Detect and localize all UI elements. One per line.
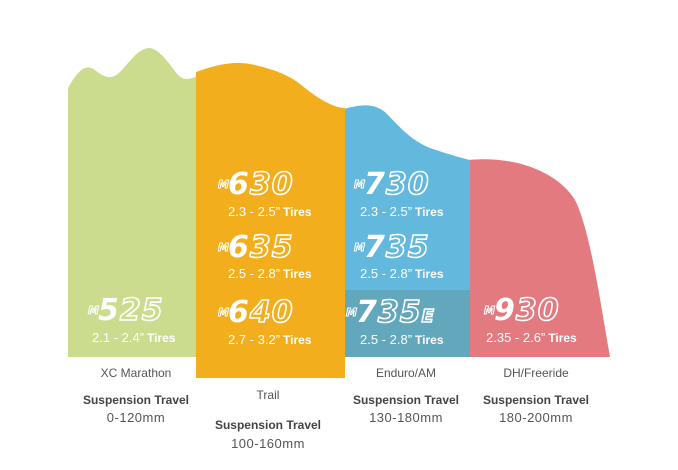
model-m735: M735 [354, 230, 430, 265]
xc-travel-label: Suspension Travel [82, 393, 190, 407]
model-m635: M635 [218, 230, 294, 265]
model-m640-tire-size: 2.7 - 3.2” Tires [228, 332, 312, 347]
enduro-lower-band [340, 290, 470, 357]
model-m930-tire-size: 2.35 - 2.6” Tires [486, 330, 577, 345]
model-m525: M525 [88, 293, 164, 328]
model-m735e-tire-size: 2.5 - 2.8” Tires [360, 332, 444, 347]
enduro-travel-value: 130-180mm [369, 410, 443, 425]
xc-marathon-mountain [68, 48, 198, 357]
dh-travel-label: Suspension Travel [482, 393, 590, 407]
model-m730-tire-size: 2.3 - 2.5” Tires [360, 204, 444, 219]
model-m635-tire-size: 2.5 - 2.8” Tires [228, 266, 312, 281]
category-label-xc: XC Marathon [100, 366, 172, 380]
model-m630-tire-size: 2.3 - 2.5” Tires [228, 204, 312, 219]
category-label-enduro: Enduro/AM [375, 366, 437, 380]
model-m630: M630 [218, 167, 294, 202]
model-m730: M730 [354, 167, 430, 202]
dh-travel-value: 180-200mm [499, 410, 573, 425]
model-m640: M640 [218, 295, 294, 330]
model-m525-tire-size: 2.1 - 2.4” Tires [92, 330, 176, 345]
trail-travel-value: 100-160mm [231, 436, 305, 451]
model-m735e: M735E [346, 295, 435, 330]
model-m735-tire-size: 2.5 - 2.8” Tires [360, 266, 444, 281]
xc-travel-value: 0-120mm [106, 410, 166, 425]
trail-mountain [196, 62, 345, 378]
dh-freeride-mountain [468, 159, 610, 357]
trail-travel-label: Suspension Travel [214, 418, 322, 432]
category-label-trail: Trail [256, 388, 280, 402]
model-m930: M930 [484, 293, 560, 328]
category-label-dh: DH/Freeride [503, 366, 569, 380]
enduro-travel-label: Suspension Travel [352, 393, 460, 407]
